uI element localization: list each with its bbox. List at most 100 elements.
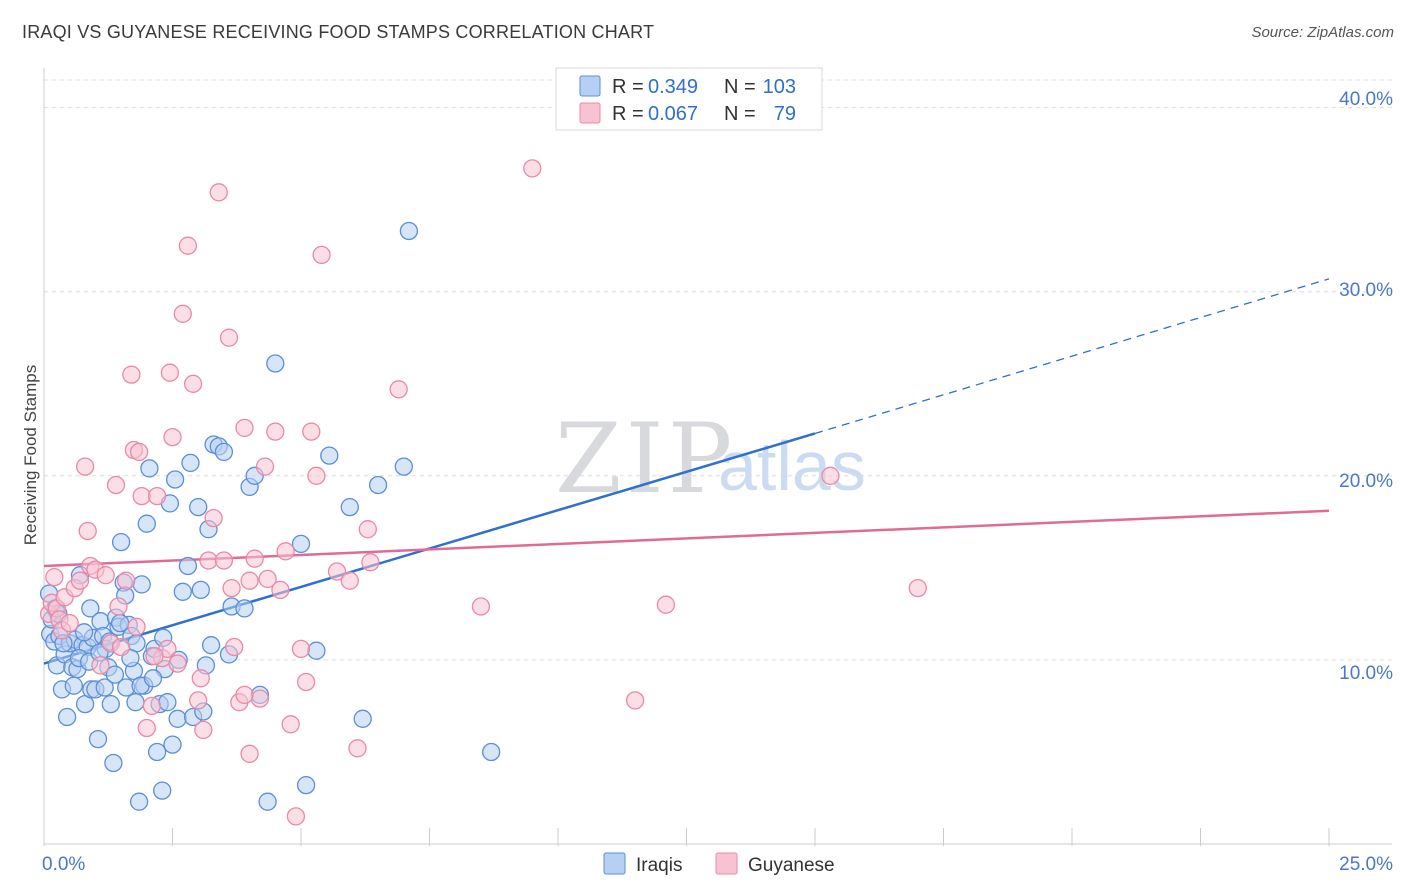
point-guyanese-42 — [214, 551, 234, 570]
point-iraqis-52 — [165, 470, 185, 489]
point-iraqis-78 — [320, 446, 339, 465]
point-guyanese-71 — [656, 595, 676, 614]
point-guyanese-52 — [258, 569, 277, 589]
point-iraqis-66 — [214, 442, 234, 462]
point-guyanese-7 — [60, 613, 79, 633]
x-tick-label-0: 0.0% — [42, 854, 85, 875]
legend-n-label-guyanese: N = — [724, 103, 756, 125]
point-guyanese-15 — [96, 566, 115, 585]
data-points — [39, 159, 927, 826]
point-iraqis-45 — [147, 742, 167, 762]
point-iraqis-100 — [143, 669, 163, 688]
point-iraqis-9 — [57, 707, 77, 727]
chart-title: IRAQI VS GUYANESE RECEIVING FOOD STAMPS … — [22, 22, 655, 42]
point-guyanese-10 — [75, 457, 95, 476]
point-guyanese-73 — [908, 578, 927, 598]
legend-r-value-guyanese: 0.067 — [648, 103, 698, 125]
y-tick-label-10: 10.0% — [1339, 663, 1393, 684]
point-guyanese-43 — [219, 328, 239, 347]
y-tick-label-40: 40.0% — [1339, 89, 1393, 110]
point-guyanese-58 — [291, 639, 311, 659]
top-legend: R = 0.349 N = 103 R = 0.067 N = 79 — [555, 67, 823, 131]
point-guyanese-24 — [132, 486, 151, 506]
series-iraqis — [39, 221, 501, 811]
point-guyanese-57 — [286, 807, 306, 826]
legend-r-value-iraqis: 0.349 — [648, 76, 698, 98]
point-guyanese-22 — [127, 617, 146, 636]
point-guyanese-53 — [266, 422, 285, 441]
legend-n-label-iraqis: N = — [724, 76, 756, 98]
point-guyanese-9 — [70, 571, 90, 590]
point-iraqis-81 — [368, 475, 388, 495]
point-iraqis-74 — [266, 354, 285, 373]
point-guyanese-30 — [160, 363, 180, 382]
point-guyanese-34 — [178, 236, 198, 255]
point-iraqis-27 — [101, 694, 120, 714]
point-guyanese-14 — [91, 656, 110, 675]
bottom-legend-swatch-iraqis — [603, 852, 626, 875]
point-iraqis-82 — [394, 457, 413, 476]
point-iraqis-95 — [110, 613, 130, 633]
point-guyanese-44 — [222, 578, 241, 598]
point-iraqis-54 — [173, 582, 192, 601]
watermark-atlas: atlas — [718, 427, 866, 505]
point-guyanese-23 — [129, 442, 149, 462]
series-guyanese — [39, 159, 927, 826]
point-guyanese-61 — [307, 466, 326, 485]
point-iraqis-73 — [258, 792, 277, 811]
point-guyanese-60 — [302, 422, 321, 441]
legend-r-label-iraqis: R = — [612, 76, 644, 98]
point-iraqis-42 — [140, 459, 159, 478]
point-iraqis-75 — [291, 534, 311, 554]
legend-swatch-guyanese — [579, 102, 601, 124]
x-tick-label-25: 25.0% — [1339, 854, 1393, 875]
point-iraqis-83 — [399, 221, 419, 241]
point-guyanese-17 — [106, 475, 126, 495]
point-guyanese-76 — [235, 685, 254, 705]
axes — [43, 68, 1392, 846]
point-guyanese-33 — [173, 304, 192, 323]
point-iraqis-84 — [482, 742, 501, 762]
point-guyanese-27 — [147, 486, 167, 506]
point-iraqis-77 — [307, 641, 326, 660]
point-iraqis-55 — [178, 556, 198, 576]
point-guyanese-64 — [348, 739, 367, 758]
point-iraqis-89 — [74, 623, 94, 642]
trendline-guyanese — [43, 509, 1330, 568]
y-tick-label-20: 20.0% — [1339, 471, 1393, 492]
point-iraqis-76 — [296, 775, 316, 795]
point-guyanese-2 — [45, 567, 64, 587]
watermark-zip: ZIP — [555, 403, 736, 515]
point-guyanese-55 — [276, 542, 295, 561]
point-guyanese-70 — [625, 691, 645, 710]
point-guyanese-19 — [117, 571, 136, 590]
point-guyanese-75 — [240, 744, 259, 763]
source-label: Source: ZipAtlas.com — [1251, 24, 1394, 41]
point-guyanese-66 — [361, 553, 380, 572]
point-iraqis-22 — [88, 729, 108, 749]
point-iraqis-79 — [340, 497, 359, 517]
point-iraqis-56 — [181, 453, 200, 473]
point-guyanese-63 — [327, 562, 347, 581]
point-guyanese-65 — [358, 520, 377, 539]
point-iraqis-53 — [168, 709, 187, 728]
legend-n-value-iraqis: 103 — [763, 76, 796, 98]
point-guyanese-50 — [250, 689, 270, 708]
point-guyanese-25 — [137, 718, 156, 738]
point-iraqis-92 — [95, 678, 114, 697]
point-guyanese-77 — [145, 647, 164, 666]
point-guyanese-32 — [168, 654, 187, 673]
bottom-legend-label-guyanese: Guyanese — [748, 855, 835, 876]
point-guyanese-74 — [340, 571, 359, 590]
point-iraqis-94 — [105, 665, 125, 684]
point-guyanese-78 — [109, 597, 128, 616]
point-iraqis-58 — [189, 497, 208, 517]
legend-swatch-iraqis — [579, 75, 601, 97]
point-iraqis-51 — [163, 735, 182, 754]
point-iraqis-39 — [132, 575, 151, 594]
point-guyanese-56 — [281, 715, 300, 734]
point-iraqis-23 — [91, 612, 110, 631]
point-guyanese-36 — [189, 691, 208, 710]
bottom-legend-swatch-guyanese — [715, 852, 738, 875]
